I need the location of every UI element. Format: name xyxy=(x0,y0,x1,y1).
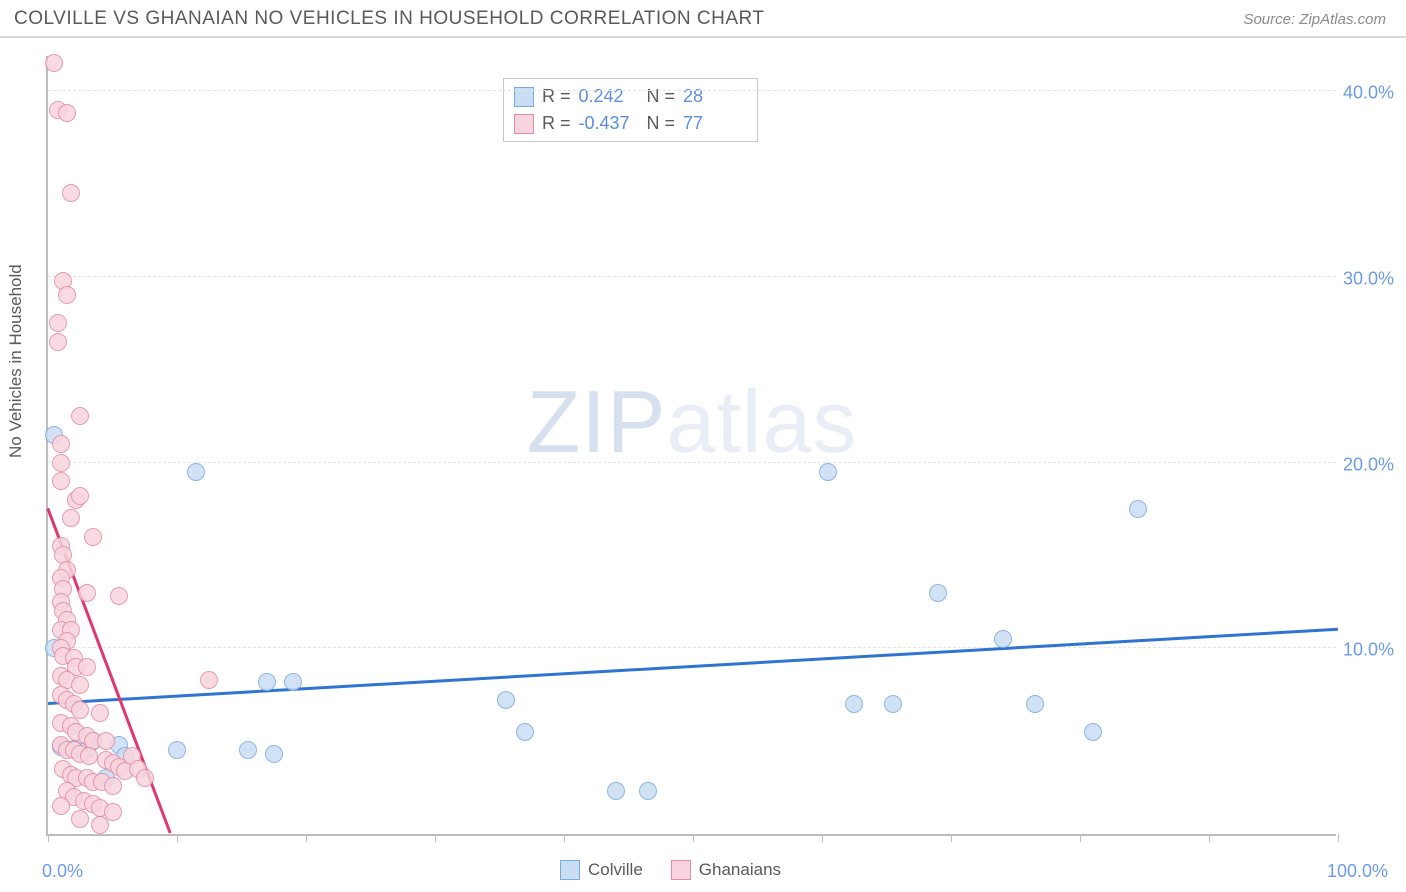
y-tick-label: 30.0% xyxy=(1343,268,1394,289)
y-tick-label: 20.0% xyxy=(1343,454,1394,475)
chart-header: COLVILLE VS GHANAIAN NO VEHICLES IN HOUS… xyxy=(0,0,1406,38)
data-point xyxy=(71,810,89,828)
data-point xyxy=(78,584,96,602)
data-point xyxy=(52,472,70,490)
data-point xyxy=(45,54,63,72)
legend-item: Ghanaians xyxy=(671,860,781,880)
legend-swatch xyxy=(671,860,691,880)
data-point xyxy=(639,782,657,800)
data-point xyxy=(994,630,1012,648)
x-tick-min: 0.0% xyxy=(42,861,83,882)
watermark: ZIPatlas xyxy=(527,371,858,473)
stats-row: R = -0.437 N = 77 xyxy=(514,110,743,137)
x-tick xyxy=(177,834,178,842)
y-axis-label: No Vehicles in Household xyxy=(6,264,26,458)
x-tick xyxy=(435,834,436,842)
data-point xyxy=(71,701,89,719)
data-point xyxy=(110,587,128,605)
legend: Colville Ghanaians xyxy=(560,860,781,880)
gridline xyxy=(48,276,1336,277)
data-point xyxy=(84,528,102,546)
n-label: N = xyxy=(647,110,676,137)
data-point xyxy=(187,463,205,481)
data-point xyxy=(58,104,76,122)
data-point xyxy=(1129,500,1147,518)
r-label: R = xyxy=(542,83,571,110)
n-label: N = xyxy=(647,83,676,110)
data-point xyxy=(136,769,154,787)
x-tick xyxy=(822,834,823,842)
y-tick-label: 40.0% xyxy=(1343,83,1394,104)
data-point xyxy=(71,676,89,694)
gridline xyxy=(48,90,1336,91)
x-tick xyxy=(48,834,49,842)
data-point xyxy=(200,671,218,689)
correlation-chart: No Vehicles in Household ZIPatlas R = 0.2… xyxy=(0,38,1406,888)
data-point xyxy=(71,487,89,505)
x-tick xyxy=(1080,834,1081,842)
data-point xyxy=(1026,695,1044,713)
data-point xyxy=(91,704,109,722)
data-point xyxy=(819,463,837,481)
gridline xyxy=(48,647,1336,648)
data-point xyxy=(607,782,625,800)
stats-row: R = 0.242 N = 28 xyxy=(514,83,743,110)
x-tick xyxy=(951,834,952,842)
data-point xyxy=(929,584,947,602)
legend-swatch xyxy=(560,860,580,880)
n-value: 77 xyxy=(683,110,743,137)
data-point xyxy=(104,777,122,795)
gridline xyxy=(48,462,1336,463)
legend-label: Colville xyxy=(588,860,643,880)
data-point xyxy=(239,741,257,759)
data-point xyxy=(265,745,283,763)
data-point xyxy=(52,454,70,472)
chart-title: COLVILLE VS GHANAIAN NO VEHICLES IN HOUS… xyxy=(14,8,765,30)
data-point xyxy=(91,816,109,834)
data-point xyxy=(1084,723,1102,741)
data-point xyxy=(71,407,89,425)
legend-item: Colville xyxy=(560,860,643,880)
data-point xyxy=(52,435,70,453)
stats-legend-box: R = 0.242 N = 28 R = -0.437 N = 77 xyxy=(503,78,758,142)
x-tick-max: 100.0% xyxy=(1327,861,1388,882)
r-value: -0.437 xyxy=(579,110,639,137)
r-value: 0.242 xyxy=(579,83,639,110)
trendline-colville xyxy=(48,627,1338,704)
x-tick xyxy=(1338,834,1339,842)
data-point xyxy=(845,695,863,713)
source-attribution: Source: ZipAtlas.com xyxy=(1243,11,1386,28)
data-point xyxy=(97,732,115,750)
n-value: 28 xyxy=(683,83,743,110)
data-point xyxy=(49,333,67,351)
plot-area: ZIPatlas R = 0.242 N = 28 R = -0.437 N = 77 xyxy=(46,56,1336,836)
data-point xyxy=(284,673,302,691)
data-point xyxy=(58,286,76,304)
data-point xyxy=(62,509,80,527)
x-tick xyxy=(564,834,565,842)
data-point xyxy=(78,658,96,676)
data-point xyxy=(80,747,98,765)
data-point xyxy=(62,184,80,202)
data-point xyxy=(516,723,534,741)
data-point xyxy=(52,797,70,815)
data-point xyxy=(884,695,902,713)
data-point xyxy=(258,673,276,691)
y-tick-label: 10.0% xyxy=(1343,640,1394,661)
x-tick xyxy=(306,834,307,842)
data-point xyxy=(497,691,515,709)
series-swatch xyxy=(514,114,534,134)
legend-label: Ghanaians xyxy=(699,860,781,880)
data-point xyxy=(49,314,67,332)
r-label: R = xyxy=(542,110,571,137)
x-tick xyxy=(693,834,694,842)
x-tick xyxy=(1209,834,1210,842)
data-point xyxy=(168,741,186,759)
